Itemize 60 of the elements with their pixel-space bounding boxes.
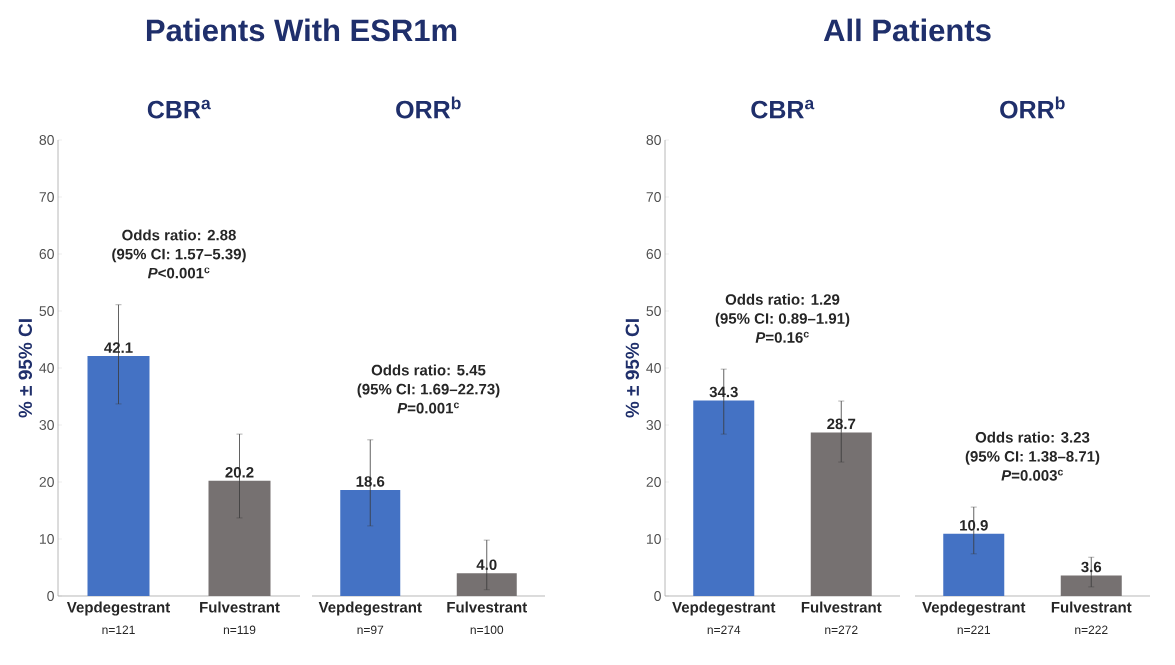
data-label: 18.6 xyxy=(356,476,385,487)
y-tick-label: 80 xyxy=(39,135,54,145)
annotation: Odds ratio: 2.88 xyxy=(122,229,236,241)
y-tick-label: 0 xyxy=(654,591,661,601)
y-tick-label: 70 xyxy=(646,192,661,202)
y-tick-label: 10 xyxy=(646,534,661,544)
data-label: 34.3 xyxy=(709,386,738,398)
chart-subtitle: CBR$^{a}$ xyxy=(147,99,211,119)
annotation: Odds ratio: 1.29 xyxy=(725,293,840,305)
y-axis-title: % ± 95% CI xyxy=(18,319,33,418)
data-label: 10.9 xyxy=(960,520,988,531)
annotation: Odds ratio: 5.45 xyxy=(371,364,486,376)
text: n=221 xyxy=(957,625,991,634)
y-tick-label: 10 xyxy=(39,534,54,544)
text: n=272 xyxy=(825,625,858,634)
annotation: P=0.16$^{c}$ xyxy=(755,331,809,343)
x-tick-label: Vepdegestrant xyxy=(318,601,422,616)
text: n=222 xyxy=(1075,625,1108,634)
annotation: P=0.001$^{c}$ xyxy=(397,402,460,414)
y-tick-label: 60 xyxy=(39,249,54,259)
x-tick-label: Fulvestrant xyxy=(447,601,527,613)
annotation: (95% CI: 1.38–8.71) xyxy=(965,450,1100,465)
annotation: P=0.003$^{c}$ xyxy=(1001,469,1064,481)
y-tick-label: 20 xyxy=(39,477,54,487)
data-label: 4.0 xyxy=(476,559,497,570)
y-tick-label: 0 xyxy=(47,591,54,601)
y-tick-label: 80 xyxy=(646,135,661,145)
y-tick-label: 40 xyxy=(39,363,54,373)
data-label: 28.7 xyxy=(827,418,856,430)
chart-title: All Patients xyxy=(823,18,991,42)
x-tick-label: Fulvestrant xyxy=(801,601,882,613)
chart-title: Patients With ESR1m xyxy=(146,18,457,42)
annotation: (95% CI: 1.69–22.73) xyxy=(357,383,500,398)
chart-subtitle: ORR$^{b}$ xyxy=(396,96,461,119)
text: n=97 xyxy=(357,625,384,635)
text: n=274 xyxy=(707,625,741,634)
annotation: (95% CI: 1.57–5.39) xyxy=(112,248,246,263)
y-tick-label: 50 xyxy=(39,306,54,316)
x-tick-label: Fulvestrant xyxy=(1051,601,1132,613)
y-tick-label: 30 xyxy=(39,420,54,430)
text: n=121 xyxy=(102,625,135,634)
text: n=119 xyxy=(223,625,256,635)
y-tick-label: 50 xyxy=(646,306,661,316)
chart-subtitle: ORR$^{b}$ xyxy=(1000,96,1065,119)
x-tick-label: Vepdegestrant xyxy=(66,601,170,616)
y-tick-label: 70 xyxy=(39,192,54,202)
y-tick-label: 60 xyxy=(646,249,661,259)
annotation: P<0.001$^{c}$ xyxy=(147,267,210,279)
x-tick-label: Vepdegestrant xyxy=(672,601,776,616)
x-tick-label: Vepdegestrant xyxy=(922,601,1026,616)
x-tick-label: Fulvestrant xyxy=(200,601,280,613)
y-tick-label: 40 xyxy=(646,363,661,373)
text: n=100 xyxy=(470,625,504,635)
data-label: 3.6 xyxy=(1081,561,1102,573)
y-axis-title: % ± 95% CI xyxy=(625,319,640,418)
y-tick-label: 20 xyxy=(646,477,661,487)
y-tick-label: 30 xyxy=(646,420,661,430)
annotation: Odds ratio: 3.23 xyxy=(975,431,1090,443)
chart-subtitle: CBR$^{a}$ xyxy=(751,99,815,119)
annotation: (95% CI: 0.89–1.91) xyxy=(715,312,850,327)
